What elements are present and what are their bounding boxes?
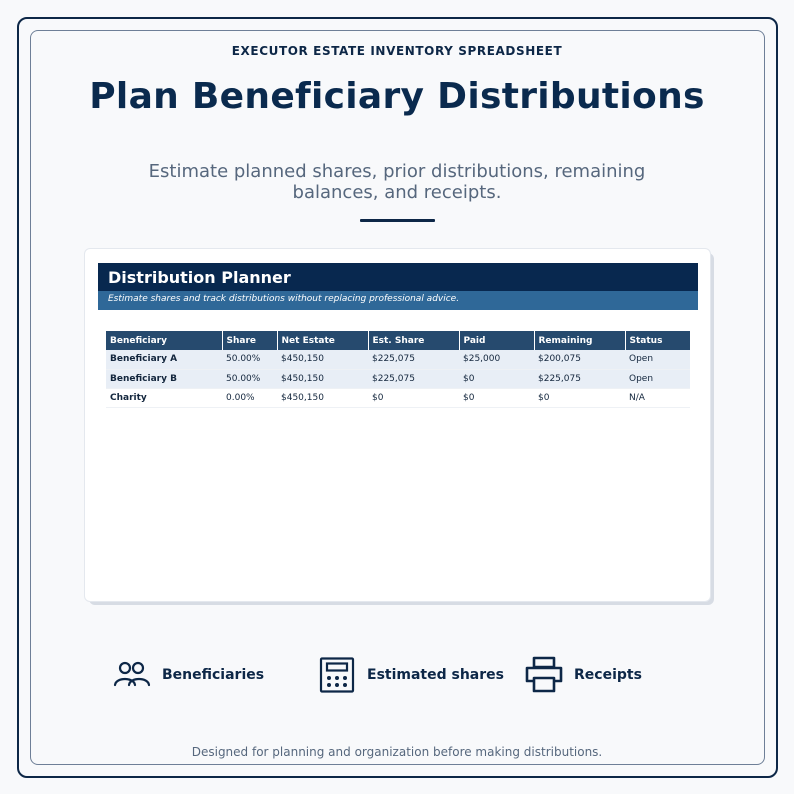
column-header-paid[interactable]: Paid (459, 331, 535, 350)
page-title: Plan Beneficiary Distributions (89, 76, 705, 117)
column-header-remaining[interactable]: Remaining (534, 331, 626, 350)
column-header-share[interactable]: Share (222, 331, 278, 350)
cell-share[interactable]: 50.00% (222, 369, 277, 389)
card-title: Distribution Planner (98, 263, 698, 291)
cell-remaining[interactable]: $0 (534, 388, 625, 408)
feature-label: Estimated shares (367, 667, 504, 683)
title-divider (360, 219, 435, 222)
cell-paid[interactable]: $0 (459, 388, 534, 408)
feature-estimated-shares: Estimated shares (317, 655, 504, 695)
cell-status[interactable]: Open (625, 350, 690, 370)
feature-label: Beneficiaries (162, 667, 265, 683)
table-row: Charity 0.00% $450,150 $0 $0 $0 N/A (106, 388, 690, 408)
cell-est-share[interactable]: $0 (368, 388, 459, 408)
cell-share[interactable]: 0.00% (222, 388, 277, 408)
feature-receipts: Receipts (524, 655, 642, 695)
calculator-icon (317, 655, 357, 695)
cell-status[interactable]: N/A (625, 388, 690, 408)
feature-label: Receipts (574, 667, 642, 683)
people-icon (112, 655, 152, 695)
column-header-status[interactable]: Status (625, 331, 690, 350)
cell-beneficiary[interactable]: Beneficiary B (106, 369, 222, 389)
outer-frame (17, 17, 778, 778)
feature-beneficiaries: Beneficiaries (112, 655, 264, 695)
cell-paid[interactable]: $25,000 (459, 350, 534, 370)
column-header-net-estate[interactable]: Net Estate (277, 331, 369, 350)
column-header-beneficiary[interactable]: Beneficiary (106, 331, 223, 350)
cell-share[interactable]: 50.00% (222, 350, 277, 370)
cell-paid[interactable]: $0 (459, 369, 534, 389)
table-row: Beneficiary A 50.00% $450,150 $225,075 $… (106, 350, 690, 370)
cell-beneficiary[interactable]: Charity (106, 388, 222, 408)
cell-status[interactable]: Open (625, 369, 690, 389)
cell-remaining[interactable]: $200,075 (534, 350, 625, 370)
distribution-planner-card: Distribution Planner Estimate shares and… (84, 248, 711, 602)
distribution-table: Beneficiary Share Net Estate Est. Share … (106, 331, 690, 408)
cell-remaining[interactable]: $225,075 (534, 369, 625, 389)
cell-net-estate[interactable]: $450,150 (277, 388, 368, 408)
cell-est-share[interactable]: $225,075 (368, 350, 459, 370)
table-row: Beneficiary B 50.00% $450,150 $225,075 $… (106, 369, 690, 389)
printer-icon (524, 655, 564, 695)
eyebrow-label: EXECUTOR ESTATE INVENTORY SPREADSHEET (231, 44, 563, 58)
footer-note: Designed for planning and organization b… (191, 745, 603, 759)
cell-net-estate[interactable]: $450,150 (277, 369, 368, 389)
table-header-row: Beneficiary Share Net Estate Est. Share … (106, 331, 690, 350)
column-header-est-share[interactable]: Est. Share (368, 331, 460, 350)
cell-beneficiary[interactable]: Beneficiary A (106, 350, 222, 370)
cell-est-share[interactable]: $225,075 (368, 369, 459, 389)
cell-net-estate[interactable]: $450,150 (277, 350, 368, 370)
inner-frame (30, 30, 765, 765)
card-subtitle: Estimate shares and track distributions … (98, 291, 698, 310)
page-subtitle: Estimate planned shares, prior distribut… (148, 161, 646, 203)
